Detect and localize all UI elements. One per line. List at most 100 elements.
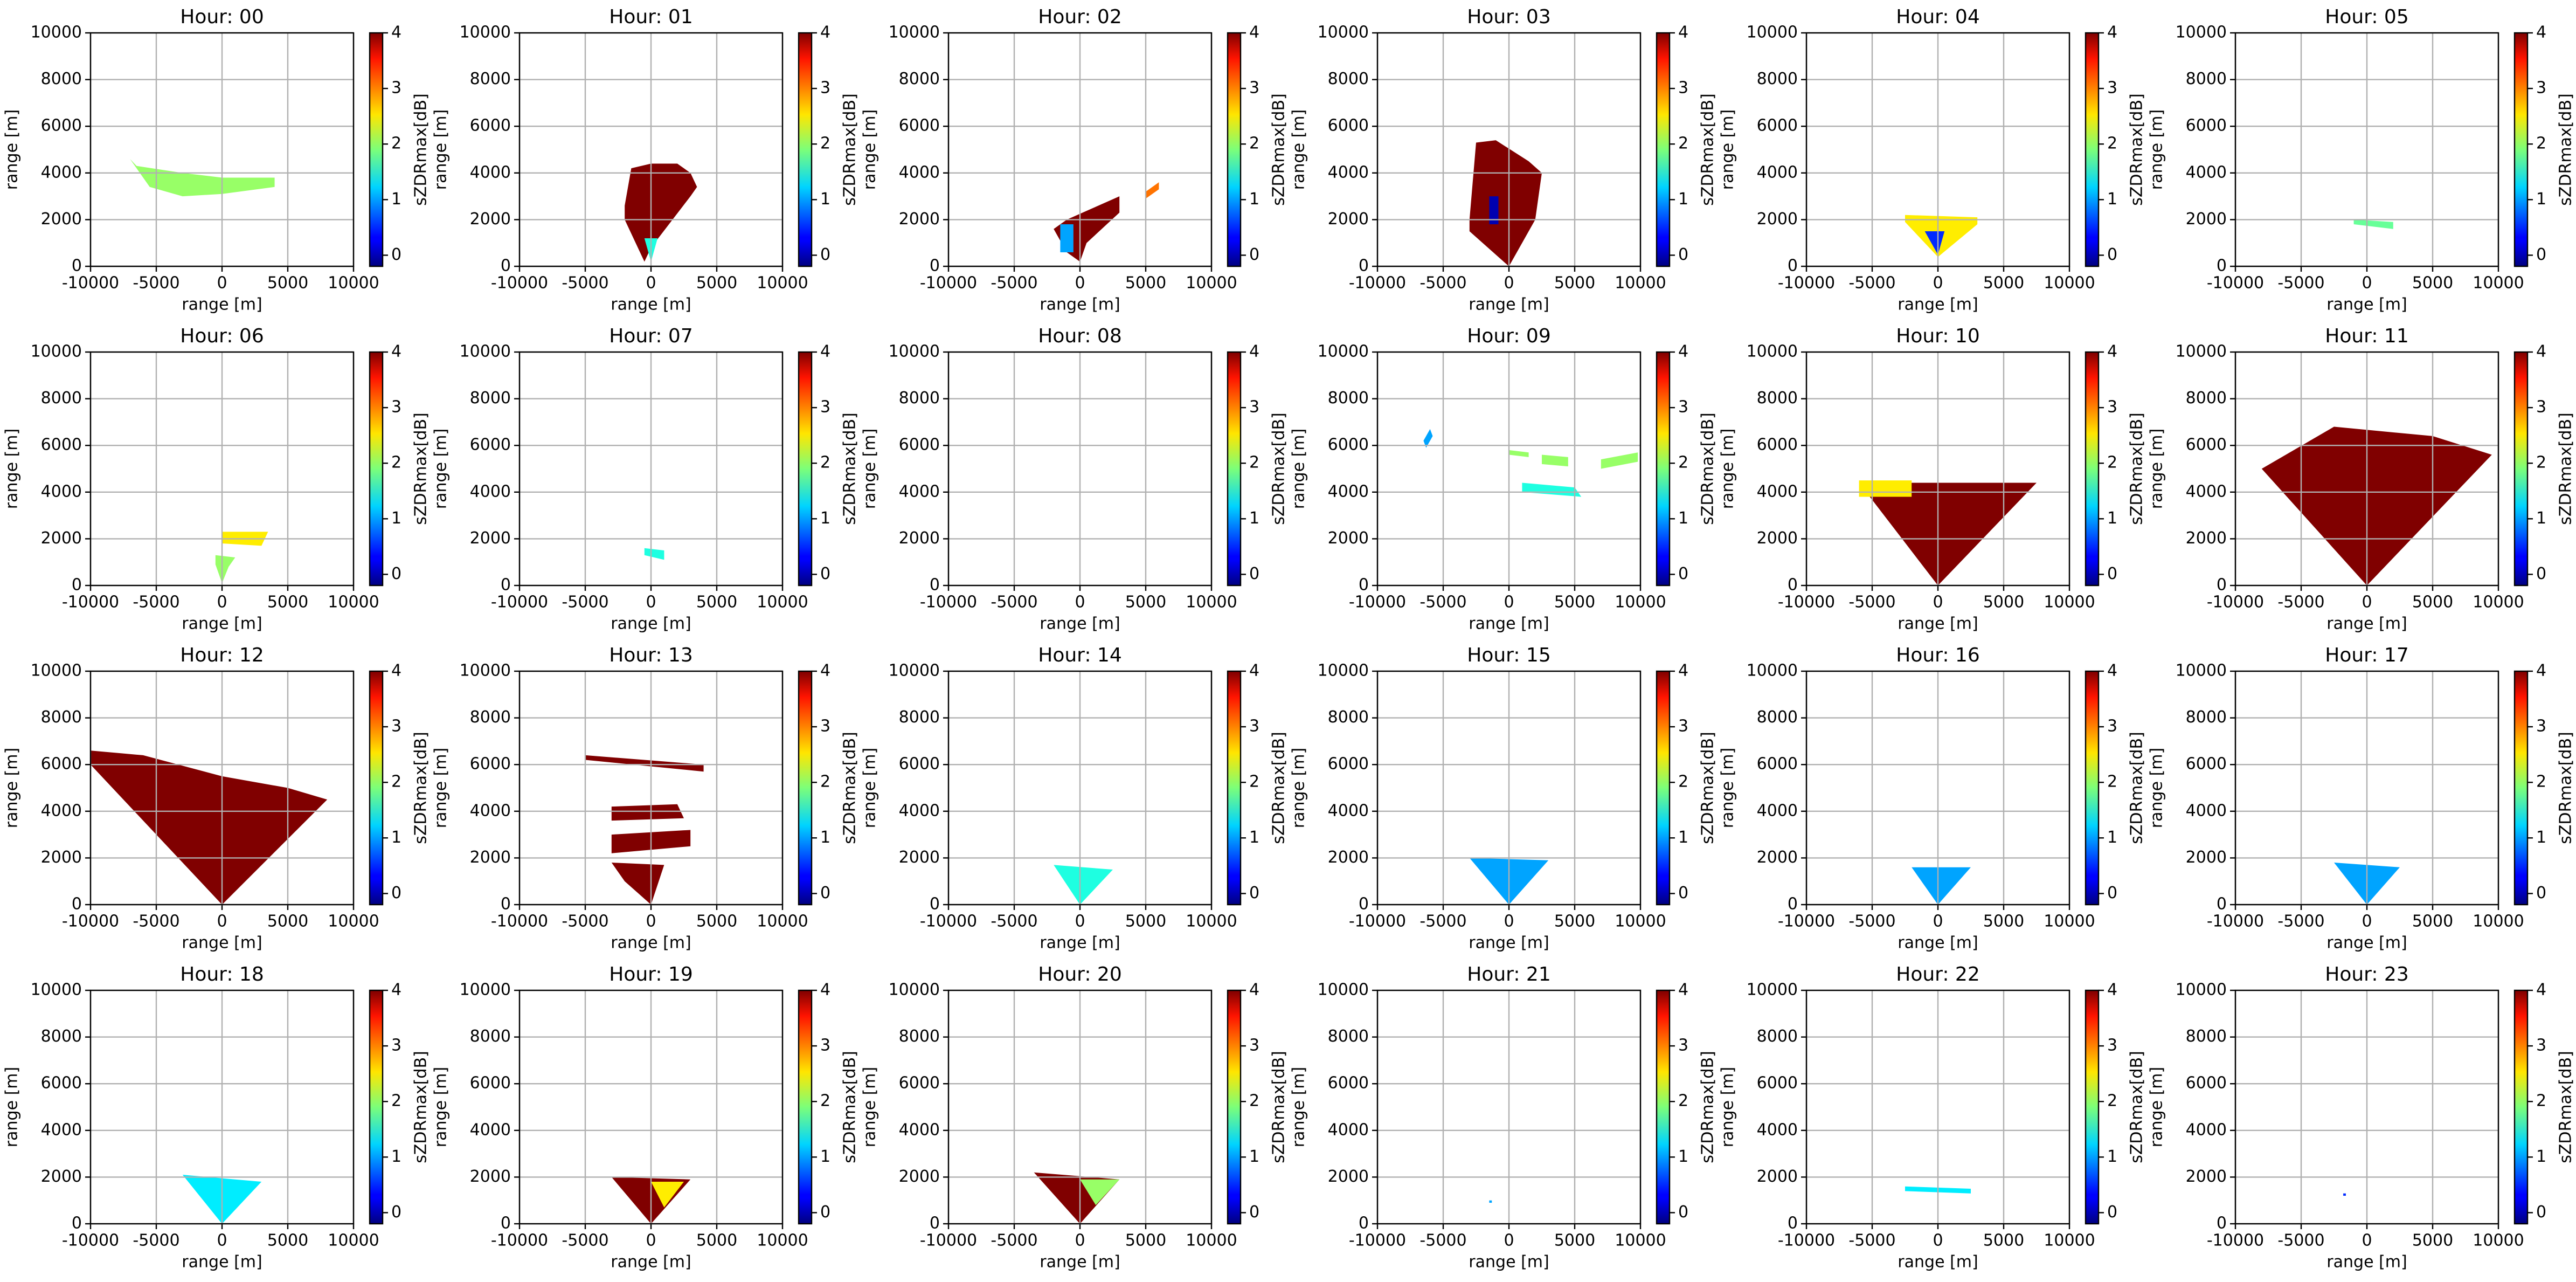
y-tick-label: 4000 <box>1757 801 1798 820</box>
colorbar-tick-label: 1 <box>1678 190 1688 209</box>
y-tick-label: 8000 <box>1328 389 1369 408</box>
y-tick-label: 4000 <box>1328 163 1369 182</box>
x-tick-label: -5000 <box>991 274 1037 293</box>
colorbar-tick-label: 1 <box>820 509 830 528</box>
y-tick-label: 6000 <box>470 755 511 774</box>
x-tick-label: -5000 <box>133 593 179 612</box>
y-tick-label: 10000 <box>889 981 940 1000</box>
colorbar-tick-label: 1 <box>1249 1147 1259 1166</box>
axes-frame <box>518 32 784 267</box>
axes-frame <box>1376 351 1642 587</box>
panel-title: Hour: 15 <box>1467 644 1550 666</box>
panel-title: Hour: 02 <box>1038 6 1121 28</box>
colorbar-tick-label: 3 <box>391 1036 401 1055</box>
x-tick-label: 10000 <box>2044 912 2095 931</box>
panel: Hour: 22 -10000 -5000 0 5000 10000 0 2000 4000 60… <box>1719 963 2146 1272</box>
x-axis-label: range [m] <box>611 1253 691 1272</box>
y-tick-label: 0 <box>1788 895 1798 914</box>
y-tick-label: 6000 <box>470 116 511 135</box>
axes-frame <box>89 670 355 906</box>
x-tick-label: 10000 <box>2473 274 2524 293</box>
y-tick-label: 4000 <box>470 482 511 501</box>
colorbar-tick-label: 2 <box>391 453 401 472</box>
x-tick-label: 0 <box>2362 912 2372 931</box>
axes-frame <box>1376 32 1642 267</box>
panel-title: Hour: 23 <box>2325 963 2408 985</box>
axes-frame <box>89 32 355 267</box>
x-tick-label: 5000 <box>696 593 737 612</box>
y-tick-label: 0 <box>930 257 940 275</box>
data-region <box>1060 224 1074 253</box>
colorbar <box>2513 32 2529 267</box>
y-tick-label: 0 <box>930 895 940 914</box>
colorbar-tick-label: 2 <box>820 1092 830 1111</box>
y-tick-label: 10000 <box>889 342 940 361</box>
x-tick-label: 0 <box>217 274 227 293</box>
data-region <box>130 158 275 197</box>
y-tick-label: 0 <box>2217 576 2227 595</box>
colorbar-tick-label: 0 <box>820 564 830 583</box>
x-axis-label: range [m] <box>2326 295 2407 314</box>
colorbar-tick-label: 1 <box>2536 828 2546 847</box>
y-tick-label: 10000 <box>460 342 511 361</box>
panel: Hour: 14 -10000 -5000 0 5000 10000 0 2000 4000 60… <box>861 644 1289 953</box>
colorbar-tick-label: 3 <box>2107 79 2117 98</box>
colorbar <box>2513 670 2529 906</box>
x-tick-label: -5000 <box>2277 593 2324 612</box>
data-region <box>1080 1179 1120 1205</box>
data-region <box>1912 867 1971 905</box>
colorbar-tick-label: 3 <box>2107 398 2117 417</box>
x-tick-label: -10000 <box>920 912 977 931</box>
y-tick-label: 0 <box>501 895 511 914</box>
x-tick-label: 0 <box>217 1231 227 1250</box>
y-axis-label: range [m] <box>432 109 451 190</box>
y-tick-label: 10000 <box>1318 981 1369 1000</box>
data-region <box>1859 480 1912 497</box>
x-tick-label: 0 <box>217 912 227 931</box>
y-tick-label: 8000 <box>470 389 511 408</box>
data-region <box>611 863 664 905</box>
panel-title: Hour: 14 <box>1038 644 1121 666</box>
data-field <box>1912 867 1971 905</box>
y-axis-label: range [m] <box>3 1067 22 1147</box>
colorbar-tick-label: 3 <box>2536 1036 2546 1055</box>
colorbar <box>1656 32 1671 267</box>
colorbar-label: sZDRmax[dB] <box>841 1051 860 1163</box>
data-field <box>625 163 697 262</box>
y-tick-label: 10000 <box>1747 981 1798 1000</box>
data-field <box>1054 182 1159 262</box>
x-tick-label: -10000 <box>920 274 977 293</box>
colorbar-label: sZDRmax[dB] <box>412 732 431 844</box>
y-tick-label: 2000 <box>899 848 940 867</box>
x-tick-label: 10000 <box>1186 274 1237 293</box>
x-tick-label: 0 <box>1075 593 1085 612</box>
colorbar <box>2085 32 2100 267</box>
y-tick-label: 0 <box>2217 257 2227 275</box>
colorbar-tick-label: 0 <box>2536 1203 2546 1222</box>
colorbar <box>2085 351 2100 587</box>
colorbar-tick-label: 0 <box>391 884 401 902</box>
x-tick-label: 10000 <box>328 274 379 293</box>
x-tick-label: 10000 <box>328 1231 379 1250</box>
y-tick-label: 4000 <box>2186 801 2227 820</box>
y-tick-label: 4000 <box>1757 1120 1798 1139</box>
y-axis-label: range [m] <box>3 109 22 190</box>
x-tick-label: -10000 <box>1349 1231 1406 1250</box>
y-tick-label: 8000 <box>899 1027 940 1046</box>
x-tick-label: 0 <box>646 593 656 612</box>
colorbar-tick-label: 3 <box>1249 1036 1259 1055</box>
y-tick-label: 4000 <box>41 163 82 182</box>
x-tick-label: -10000 <box>1778 912 1835 931</box>
colorbar-tick-label: 2 <box>2536 134 2546 153</box>
y-tick-label: 10000 <box>1747 342 1798 361</box>
y-tick-label: 6000 <box>899 755 940 774</box>
panel-title: Hour: 21 <box>1467 963 1550 985</box>
x-axis-label: range [m] <box>1898 1253 1978 1272</box>
panel-title: Hour: 16 <box>1896 644 1979 666</box>
colorbar-tick-label: 3 <box>820 79 830 98</box>
y-tick-label: 6000 <box>2186 436 2227 454</box>
x-tick-label: 5000 <box>696 1231 737 1250</box>
panel: Hour: 23 -10000 -5000 0 5000 10000 0 2000 4000 60… <box>2148 963 2575 1272</box>
y-tick-label: 4000 <box>899 163 940 182</box>
y-tick-label: 4000 <box>41 482 82 501</box>
